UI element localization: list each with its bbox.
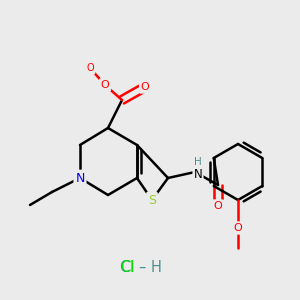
Text: N: N [194, 167, 202, 181]
Text: N: N [75, 172, 85, 184]
Text: H: H [194, 157, 202, 167]
Text: O: O [234, 223, 242, 233]
Text: Cl – H: Cl – H [120, 260, 162, 275]
Text: O: O [141, 82, 149, 92]
Text: O: O [86, 63, 94, 73]
Text: O: O [100, 80, 109, 90]
Text: S: S [148, 194, 156, 206]
Text: Cl: Cl [120, 260, 134, 275]
Text: O: O [214, 201, 222, 211]
